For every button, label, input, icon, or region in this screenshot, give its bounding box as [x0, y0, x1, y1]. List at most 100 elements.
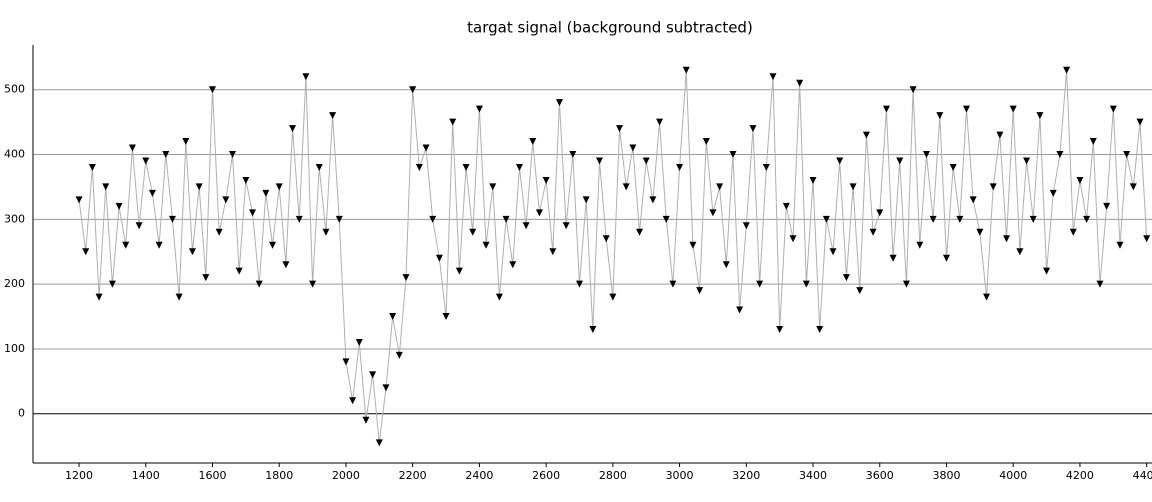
data-point — [95, 293, 103, 301]
x-tick-label: 1400 — [132, 469, 160, 482]
data-point — [762, 163, 770, 171]
data-point — [582, 196, 590, 204]
data-point — [75, 196, 83, 204]
data-point — [916, 241, 924, 249]
data-point — [963, 105, 971, 113]
y-tick-label: 200 — [4, 277, 25, 290]
data-point — [869, 228, 877, 236]
data-point — [709, 209, 717, 217]
data-point — [309, 280, 317, 288]
data-point — [195, 183, 203, 191]
data-point — [1096, 280, 1104, 288]
data-point — [128, 144, 136, 152]
data-point — [1123, 151, 1131, 159]
data-point — [575, 280, 583, 288]
data-point — [1029, 215, 1037, 223]
data-point — [889, 254, 897, 262]
data-point — [208, 86, 216, 94]
data-point — [442, 313, 450, 321]
data-point — [175, 293, 183, 301]
x-tick-label: 3000 — [666, 469, 694, 482]
data-point — [822, 215, 830, 223]
data-point — [188, 248, 196, 256]
data-point — [796, 79, 804, 87]
x-tick-label: 1800 — [265, 469, 293, 482]
data-point — [182, 138, 190, 146]
data-point — [882, 105, 890, 113]
data-point — [122, 241, 130, 249]
data-point — [1136, 118, 1144, 126]
data-point — [989, 183, 997, 191]
data-point — [142, 157, 150, 165]
data-point — [1056, 151, 1064, 159]
data-point — [949, 163, 957, 171]
data-point — [362, 416, 370, 424]
data-point — [549, 248, 557, 256]
data-point — [609, 293, 617, 301]
data-point — [155, 241, 163, 249]
data-point — [375, 439, 383, 447]
data-point — [682, 66, 690, 74]
data-point — [909, 86, 917, 94]
data-point — [616, 125, 624, 133]
data-point — [656, 118, 664, 126]
data-point — [489, 183, 497, 191]
data-point — [382, 384, 390, 392]
data-point — [896, 157, 904, 165]
data-point — [495, 293, 503, 301]
data-point — [1103, 202, 1111, 210]
data-point — [942, 254, 950, 262]
data-point — [976, 228, 984, 236]
data-point — [168, 215, 176, 223]
x-tick-label: 2600 — [532, 469, 560, 482]
data-point — [282, 261, 290, 269]
data-point — [515, 163, 523, 171]
data-point — [1116, 241, 1124, 249]
data-point — [1129, 183, 1137, 191]
data-point — [522, 222, 530, 230]
data-point — [1023, 157, 1031, 165]
data-point — [1063, 66, 1071, 74]
x-tick-label: 1200 — [65, 469, 93, 482]
data-point — [395, 351, 403, 359]
y-tick-label: 100 — [4, 342, 25, 355]
data-point — [842, 274, 850, 282]
x-tick-label: 2400 — [465, 469, 493, 482]
data-point — [1043, 267, 1051, 275]
data-point — [329, 112, 337, 120]
data-point — [202, 274, 210, 282]
data-point — [82, 248, 90, 256]
data-point — [1003, 235, 1011, 243]
data-point — [1016, 248, 1024, 256]
data-point — [449, 118, 457, 126]
data-point — [829, 248, 837, 256]
data-point — [349, 397, 357, 405]
x-tick-label: 1600 — [198, 469, 226, 482]
data-point — [535, 209, 543, 217]
data-point — [235, 267, 243, 275]
data-point — [662, 215, 670, 223]
x-tick-label: 3800 — [932, 469, 960, 482]
data-point — [716, 183, 724, 191]
data-point — [542, 176, 550, 184]
data-point — [255, 280, 263, 288]
y-tick-label: 400 — [4, 148, 25, 161]
data-point — [776, 325, 784, 333]
data-point — [435, 254, 443, 262]
x-tick-label: 4000 — [999, 469, 1027, 482]
data-point — [555, 99, 563, 107]
data-point — [389, 313, 397, 321]
data-point — [289, 125, 297, 133]
data-point — [1009, 105, 1017, 113]
data-point — [295, 215, 303, 223]
data-point — [862, 131, 870, 139]
x-tick-label: 3400 — [799, 469, 827, 482]
data-point — [402, 274, 410, 282]
data-point — [802, 280, 810, 288]
data-point — [922, 151, 930, 159]
data-point — [642, 157, 650, 165]
x-tick-label: 2000 — [332, 469, 360, 482]
y-tick-label: 300 — [4, 212, 25, 225]
data-point — [509, 261, 517, 269]
